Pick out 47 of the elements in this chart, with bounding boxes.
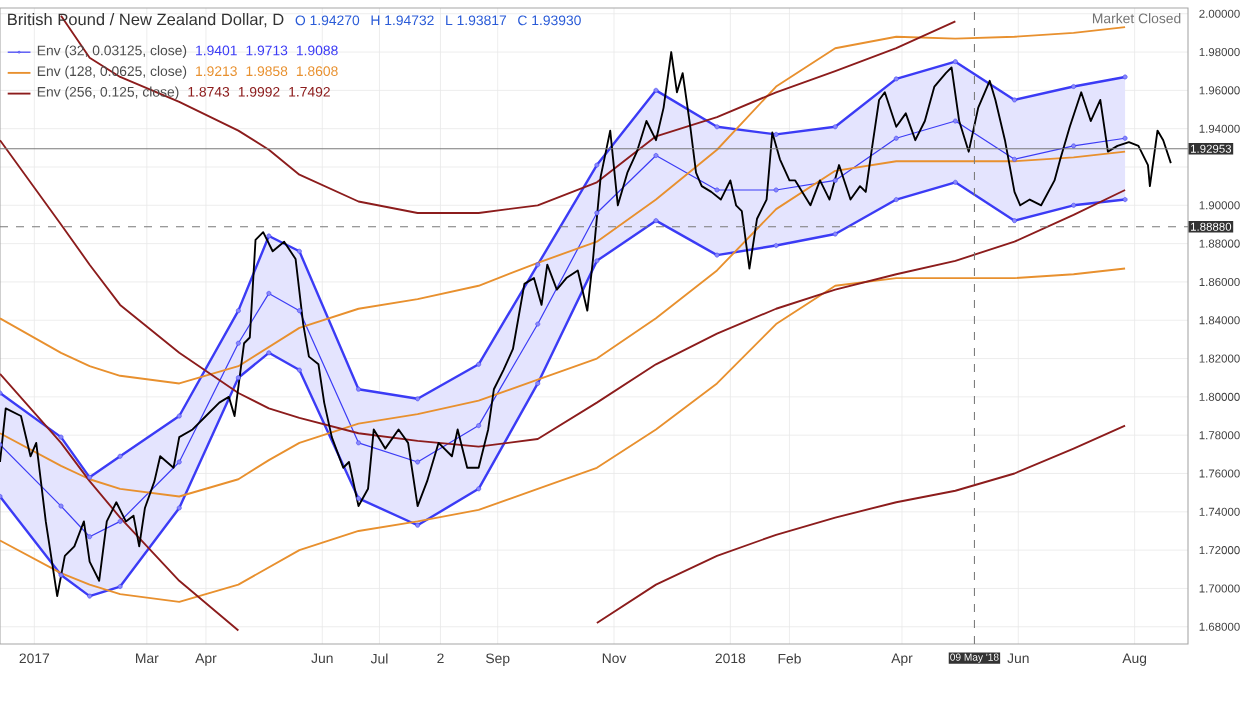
point [235,340,241,346]
point [415,396,421,402]
point [87,593,93,599]
point [594,210,600,216]
point [235,308,241,314]
point [714,252,720,258]
point [535,262,541,268]
point [266,350,272,356]
point [714,187,720,193]
point [87,534,93,540]
point [1122,74,1128,80]
point [58,434,64,440]
point [415,459,421,465]
point [415,522,421,528]
point [594,162,600,168]
point [832,231,838,237]
point [476,423,482,429]
point [535,321,541,327]
line-series [0,139,1127,448]
point [58,572,64,578]
point [714,124,720,130]
point [893,135,899,141]
point [952,59,958,65]
point [58,503,64,509]
point [296,248,302,254]
point [952,118,958,124]
point [176,413,182,419]
point [235,375,241,381]
point [117,453,123,459]
point [266,233,272,239]
point [773,187,779,193]
point [296,367,302,373]
point [87,474,93,480]
point [476,361,482,367]
point [176,459,182,465]
point [296,308,302,314]
point [653,218,659,224]
point [476,486,482,492]
point [832,124,838,130]
point [176,505,182,511]
point [653,87,659,93]
line-series [60,14,957,214]
point [117,518,123,524]
point [952,179,958,185]
point [1122,135,1128,141]
point [594,258,600,264]
point [893,76,899,82]
